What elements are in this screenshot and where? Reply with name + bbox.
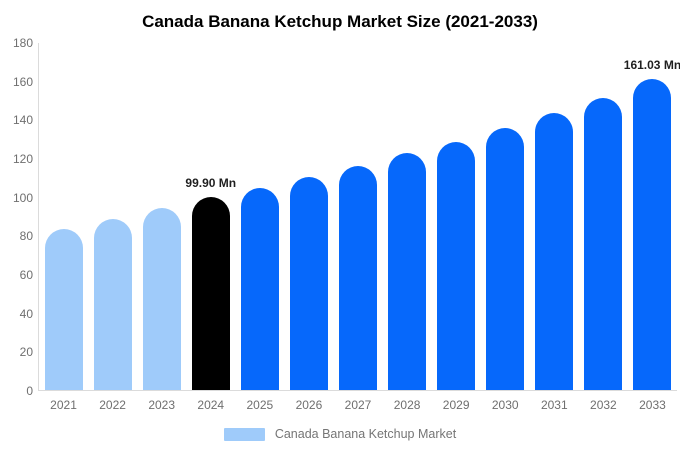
bar-slot-2028: 2028 bbox=[383, 43, 432, 412]
bar-2025[interactable] bbox=[240, 187, 279, 390]
legend-item[interactable]: Canada Banana Ketchup Market bbox=[0, 427, 680, 441]
bar-2022[interactable] bbox=[93, 218, 132, 390]
bar-slot-2032: 2032 bbox=[579, 43, 628, 412]
x-tick-label-2027: 2027 bbox=[344, 398, 372, 412]
y-tick-label: 60 bbox=[19, 268, 33, 282]
bar-2024[interactable] bbox=[191, 196, 230, 390]
bar-slot-2033: 161.03 Mn 2033 bbox=[624, 43, 680, 412]
bar-slot-2029: 2029 bbox=[432, 43, 481, 412]
bar-2026[interactable] bbox=[289, 176, 328, 390]
x-tick-label-2030: 2030 bbox=[491, 398, 519, 412]
legend-swatch bbox=[223, 427, 265, 441]
bar-2023[interactable] bbox=[142, 208, 181, 390]
x-tick-label-2023: 2023 bbox=[148, 398, 176, 412]
bar-slot-2022: 2022 bbox=[88, 43, 137, 412]
bar-2031[interactable] bbox=[535, 112, 574, 390]
bar-2027[interactable] bbox=[339, 166, 377, 390]
bar-slot-2024: 99.90 Mn 2024 bbox=[185, 43, 237, 412]
bar-slot-2031: 2031 bbox=[530, 43, 579, 412]
plot-area: 2021 2022 2023 99.90 Mn 2024 2025 2026 2027 2028… bbox=[38, 43, 680, 412]
value-label-2024: 99.90 Mn bbox=[185, 175, 237, 190]
bar-2029[interactable] bbox=[437, 141, 476, 390]
y-tick-label: 180 bbox=[12, 36, 33, 50]
bar-slot-2025: 2025 bbox=[235, 43, 284, 412]
y-tick-label: 100 bbox=[12, 190, 33, 205]
bar-2030[interactable] bbox=[486, 127, 525, 390]
x-tick-label-2021: 2021 bbox=[50, 398, 77, 412]
bar-slot-2026: 2026 bbox=[284, 43, 333, 412]
value-label-2033: 161.03 Mn bbox=[623, 57, 680, 72]
x-tick-label-2028: 2028 bbox=[393, 398, 421, 412]
y-tick-label: 160 bbox=[12, 74, 33, 89]
x-tick-label-2031: 2031 bbox=[540, 398, 568, 412]
x-tick-label-2022: 2022 bbox=[99, 398, 126, 412]
y-tick-label: 80 bbox=[19, 229, 33, 244]
y-axis: 0 20 40 60 80 100 120 140 160 180 bbox=[0, 36, 33, 398]
x-tick-label-2033: 2033 bbox=[639, 398, 666, 412]
y-tick-label: 40 bbox=[19, 306, 33, 321]
x-tick-label-2024: 2024 bbox=[197, 398, 225, 412]
bar-2021[interactable] bbox=[44, 228, 83, 390]
y-tick-label: 0 bbox=[26, 384, 33, 398]
bar-slot-2021: 2021 bbox=[39, 43, 88, 412]
y-tick-label: 140 bbox=[12, 113, 33, 128]
legend-label: Canada Banana Ketchup Market bbox=[274, 427, 457, 441]
y-tick-label: 120 bbox=[12, 152, 33, 166]
bar-2033[interactable] bbox=[633, 78, 672, 390]
bar-slot-2030: 2030 bbox=[481, 43, 530, 412]
x-tick-label-2026: 2026 bbox=[295, 398, 323, 412]
x-tick-label-2025: 2025 bbox=[246, 398, 274, 412]
bar-slot-2023: 2023 bbox=[137, 43, 186, 412]
bar-slot-2027: 2027 bbox=[333, 43, 382, 412]
bar-2028[interactable] bbox=[388, 153, 427, 390]
x-tick-label-2029: 2029 bbox=[442, 398, 470, 412]
chart-title: Canada Banana Ketchup Market Size (2021-… bbox=[142, 12, 538, 31]
x-tick-label-2032: 2032 bbox=[590, 398, 617, 412]
bar-2032[interactable] bbox=[584, 97, 623, 390]
y-tick-label: 20 bbox=[19, 345, 33, 360]
